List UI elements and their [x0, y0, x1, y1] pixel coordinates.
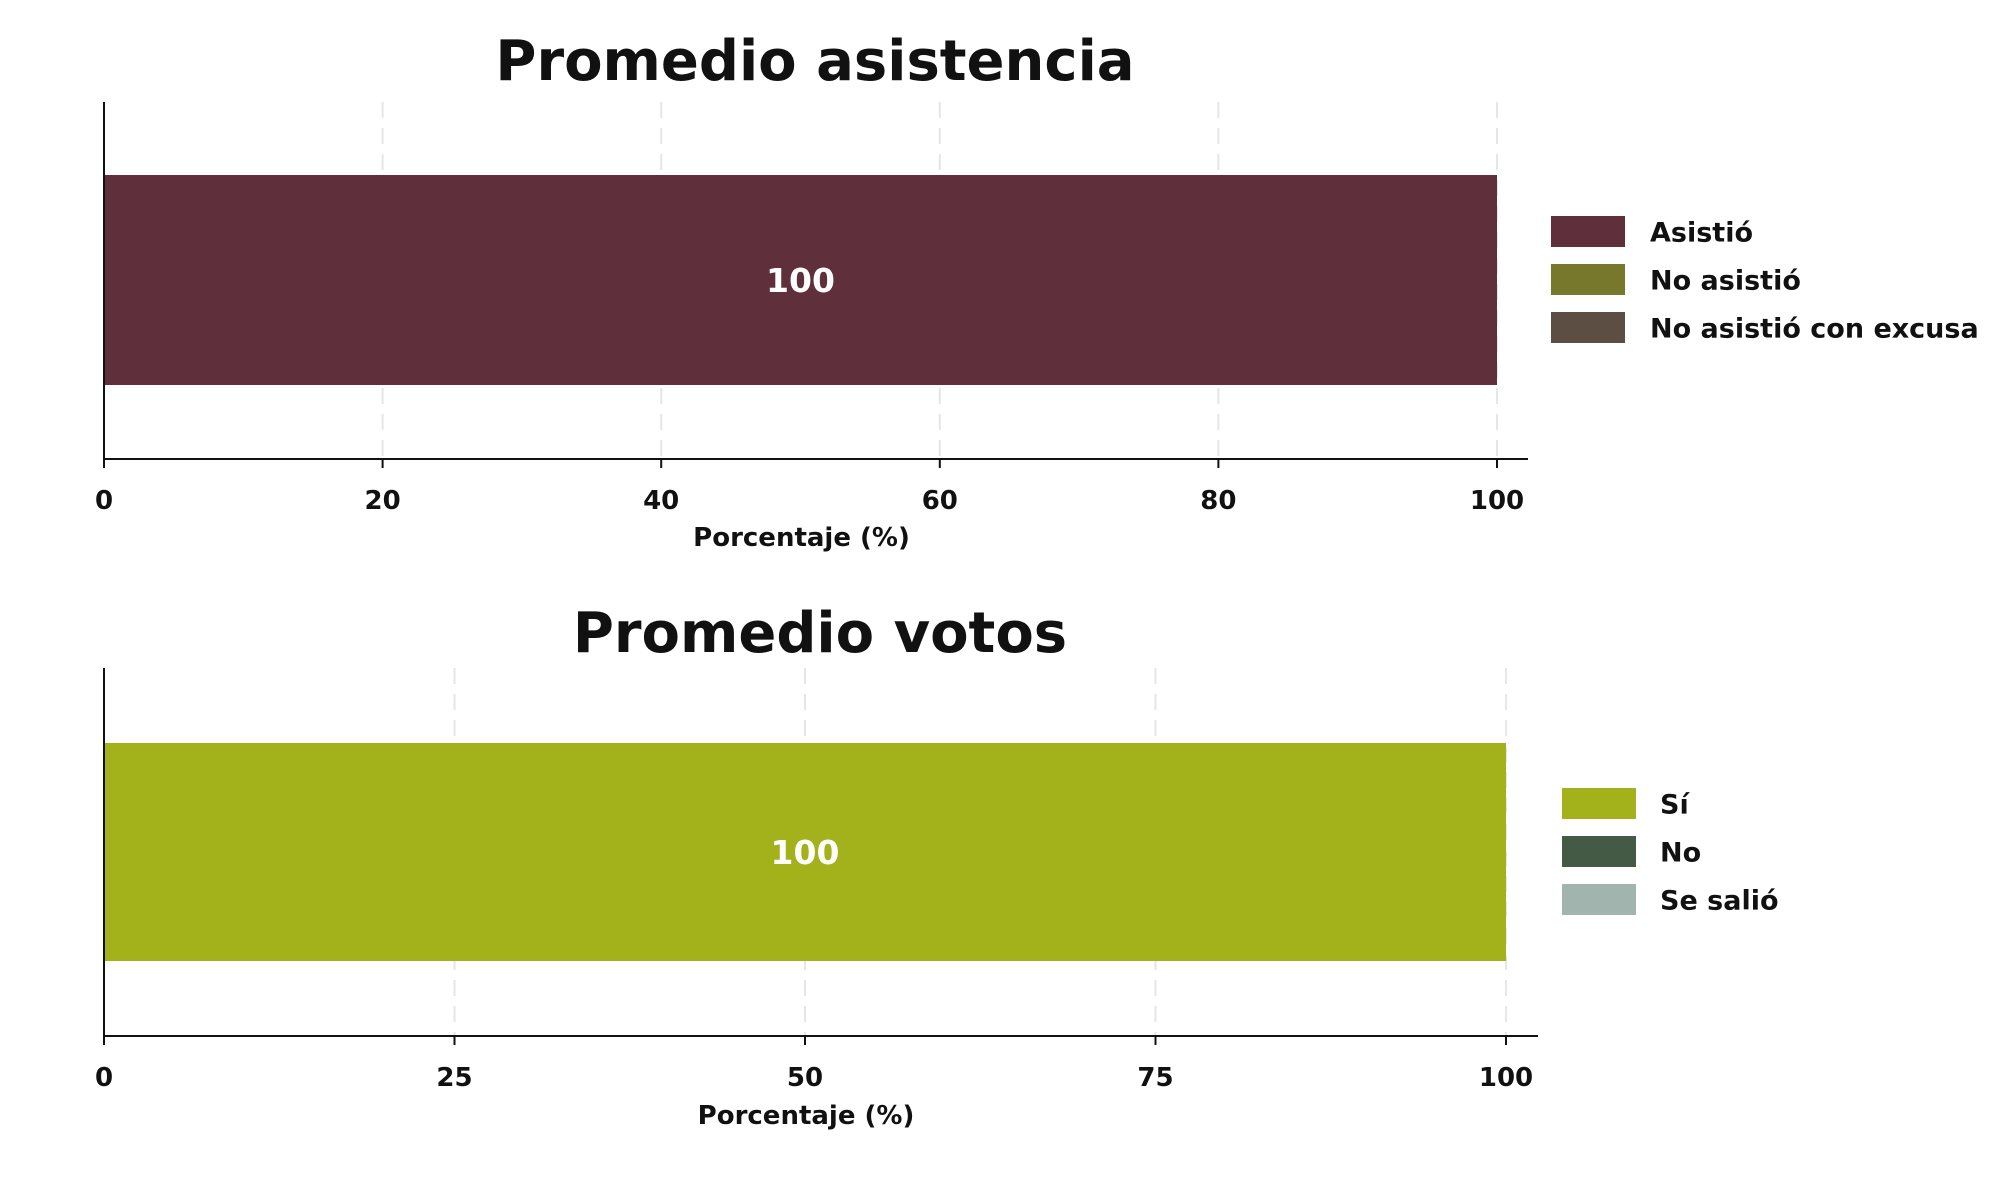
legend-swatch-2 — [1562, 836, 1636, 867]
x-tick-label: 50 — [787, 1063, 823, 1093]
legend-label: No asistió — [1650, 266, 1801, 297]
legend-label: Se salió — [1660, 886, 1779, 917]
x-tick-label: 0 — [95, 486, 113, 516]
x-axis-label: Porcentaje (%) — [698, 1101, 915, 1131]
bar-1 — [104, 743, 1506, 961]
bar-data-label: 100 — [766, 261, 835, 300]
x-tick-label: 20 — [365, 486, 401, 516]
legend-label: Asistió — [1650, 218, 1753, 249]
x-tick-label: 25 — [436, 1063, 472, 1093]
x-tick-label: 100 — [1470, 486, 1524, 516]
legend-swatch-2 — [1551, 264, 1625, 295]
bar-1 — [104, 175, 1497, 385]
legend-swatch-1 — [1562, 788, 1636, 819]
bar-data-label: 100 — [771, 833, 840, 872]
legend-label: No — [1660, 838, 1701, 869]
x-tick-label: 75 — [1137, 1063, 1173, 1093]
x-tick-label: 0 — [95, 1063, 113, 1093]
legend: Sí No Se salió — [1562, 788, 1779, 917]
legend-swatch-1 — [1551, 216, 1625, 247]
legend-swatch-3 — [1551, 312, 1625, 343]
legend: Asistió No asistió No asistió con excusa — [1551, 216, 1979, 345]
x-axis-label: Porcentaje (%) — [693, 523, 910, 553]
x-tick-label: 40 — [643, 486, 679, 516]
chart-2: Promedio votos 100 0 25 50 75 100 Porcentaje (%… — [95, 601, 1779, 1131]
x-tick-label: 100 — [1479, 1063, 1533, 1093]
chart-title: Promedio asistencia — [495, 29, 1134, 94]
chart-1: Promedio asistencia 100 0 20 40 60 80 100 Porcen… — [95, 29, 1979, 553]
legend-label: Sí — [1660, 790, 1690, 821]
legend-label: No asistió con excusa — [1650, 314, 1979, 345]
x-tick-label: 80 — [1200, 486, 1236, 516]
chart-title: Promedio votos — [573, 601, 1067, 666]
x-tick-label: 60 — [922, 486, 958, 516]
legend-swatch-3 — [1562, 884, 1636, 915]
